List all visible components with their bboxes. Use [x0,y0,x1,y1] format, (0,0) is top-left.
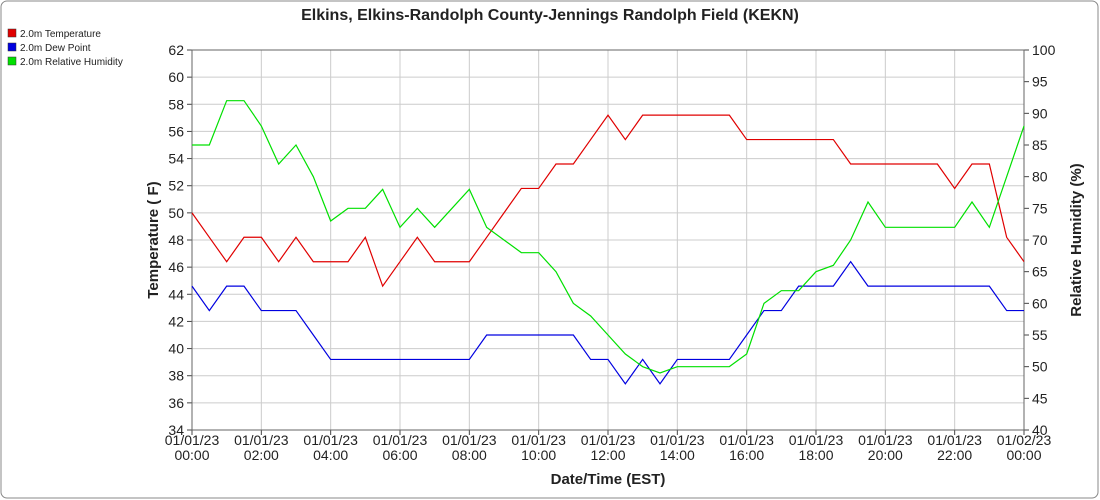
x-tick-label: 01/01/23 18:00 [788,432,844,463]
y-tick-label: 44 [168,286,184,302]
y2-tick-label: 90 [1032,105,1048,121]
x-tick-label: 01/01/23 16:00 [719,432,774,463]
y2-tick-label: 80 [1032,169,1048,185]
x-tick-label: 01/01/23 06:00 [372,432,428,463]
x-tick-label: 01/01/23 20:00 [858,432,913,463]
x-tick-label: 01/01/23 04:00 [303,432,358,463]
y2-tick-label: 95 [1032,74,1048,90]
legend-swatch [7,56,17,66]
series-line [192,100,1025,374]
y-tick-label: 40 [168,341,184,357]
x-tick-label: 01/01/23 08:00 [442,432,497,463]
series-line [191,114,1025,288]
y-tick-label: 48 [168,232,184,248]
y-tick-label: 46 [168,259,184,275]
y2-tick-label: 70 [1032,232,1048,248]
y2-tick-label: 50 [1032,359,1048,375]
x-tick-label: 01/01/23 00:00 [164,432,220,463]
x-tick-label: 01/01/23 22:00 [927,432,982,463]
legend-label: 2.0m Temperature [20,29,101,40]
y-tick-label: 58 [168,96,184,112]
y2-tick-label: 60 [1032,295,1048,311]
y2-axis-label: Relative Humidity (%) [1068,163,1085,316]
y2-tick-label: 85 [1032,137,1048,153]
x-tick-label: 01/01/23 12:00 [580,432,636,463]
y2-tick-label: 100 [1032,42,1056,58]
y-tick-label: 56 [168,123,184,139]
y-tick-label: 52 [168,178,184,194]
y2-tick-label: 45 [1032,390,1048,406]
y-tick-label: 36 [168,395,184,411]
x-tick-label: 01/01/23 02:00 [234,432,289,463]
series-line [191,260,1024,385]
plot-frame [191,49,1025,431]
y-tick-label: 50 [168,205,184,221]
y-tick-label: 42 [168,313,184,329]
legend-swatch [7,28,17,38]
x-axis-label: Date/Time (EST) [551,471,666,488]
chart-title: Elkins, Elkins-Randolph County-Jennings … [301,7,799,24]
y-tick-label: 62 [168,42,184,58]
legend-label: 2.0m Dew Point [20,43,91,54]
x-tick-label: 01/01/23 14:00 [650,432,705,463]
y2-tick-label: 40 [1032,422,1048,438]
y-axis-label: Temperature ( F) [145,181,162,298]
y-tick-label: 38 [168,368,184,384]
legend-swatch [7,42,17,52]
y-tick-label: 60 [168,69,184,85]
x-tick-label: 01/02/23 00:00 [996,432,1052,463]
x-tick-label: 01/01/23 10:00 [511,432,566,463]
y2-tick-label: 55 [1032,327,1048,343]
y-tick-label: 54 [168,151,184,167]
y-tick-label: 34 [168,422,184,438]
y2-tick-label: 65 [1032,264,1048,280]
y2-tick-label: 75 [1032,200,1048,216]
legend-label: 2.0m Relative Humidity [20,57,123,68]
